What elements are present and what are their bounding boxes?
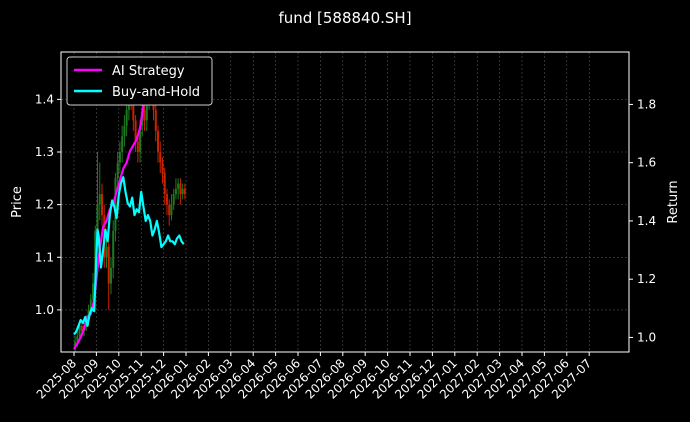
legend: AI Strategy Buy-and-Hold xyxy=(66,56,213,106)
candle-body xyxy=(109,267,112,284)
right-tick-label: 1.2 xyxy=(637,272,656,286)
candle-body xyxy=(123,125,126,137)
candle-body xyxy=(98,194,101,205)
candle-body xyxy=(136,141,139,152)
candle-body xyxy=(170,204,173,216)
candle-body xyxy=(118,152,121,163)
legend-label-ai-strategy: AI Strategy xyxy=(112,64,185,79)
candle-body xyxy=(157,130,159,152)
right-tick-label: 1.8 xyxy=(637,97,656,111)
legend-box xyxy=(66,56,213,106)
candle-body xyxy=(139,125,142,152)
legend-label-buy-and-hold: Buy-and-Hold xyxy=(112,85,200,100)
candle-body xyxy=(163,173,166,195)
candle-body xyxy=(76,336,79,342)
candle-body xyxy=(80,325,83,331)
candle-body xyxy=(143,109,146,121)
left-tick-label: 1.1 xyxy=(35,250,54,264)
candle-body xyxy=(125,109,128,126)
right-tick-label: 1.6 xyxy=(637,156,656,170)
right-tick-label: 1.4 xyxy=(637,214,656,228)
plot-frame xyxy=(60,51,630,353)
candle-body xyxy=(89,299,92,310)
candle-body xyxy=(145,99,148,121)
candle-body xyxy=(174,188,177,195)
candle-body xyxy=(181,188,184,195)
candle-body xyxy=(159,152,162,163)
left-axis: 1.0 1.1 1.2 1.3 1.4 xyxy=(35,92,61,317)
candle-body xyxy=(177,183,180,189)
candle-body xyxy=(112,230,115,268)
candle-body xyxy=(154,109,157,131)
left-tick-label: 1.2 xyxy=(35,198,54,212)
candle-body xyxy=(161,162,164,174)
right-tick-label: 1.0 xyxy=(637,330,656,344)
candle-body xyxy=(96,204,99,231)
left-tick-label: 1.4 xyxy=(35,92,54,106)
series-line-buy-and-hold xyxy=(73,176,185,336)
candle-body xyxy=(78,325,81,337)
chart-title: fund [588840.SH] xyxy=(278,9,411,27)
candle-body xyxy=(168,204,171,216)
candle-body xyxy=(92,283,95,300)
left-tick-label: 1.0 xyxy=(35,303,54,317)
candle-body xyxy=(105,246,108,258)
candle-body xyxy=(165,194,168,205)
candle-body xyxy=(132,99,135,121)
candle-body xyxy=(179,183,182,195)
candle-body xyxy=(134,120,137,142)
candle-body xyxy=(114,178,117,231)
candle-body xyxy=(107,246,110,284)
candle-body xyxy=(101,194,103,216)
left-axis-label: Price xyxy=(10,186,25,218)
candle-body xyxy=(121,136,124,152)
right-axis-label: Return xyxy=(666,180,681,223)
candle-body xyxy=(183,188,186,195)
candle-body xyxy=(74,341,77,347)
candle-body xyxy=(116,162,119,179)
right-axis: 1.0 1.2 1.4 1.6 1.8 xyxy=(629,97,656,344)
candle-body xyxy=(172,194,175,205)
left-tick-label: 1.3 xyxy=(35,145,54,159)
